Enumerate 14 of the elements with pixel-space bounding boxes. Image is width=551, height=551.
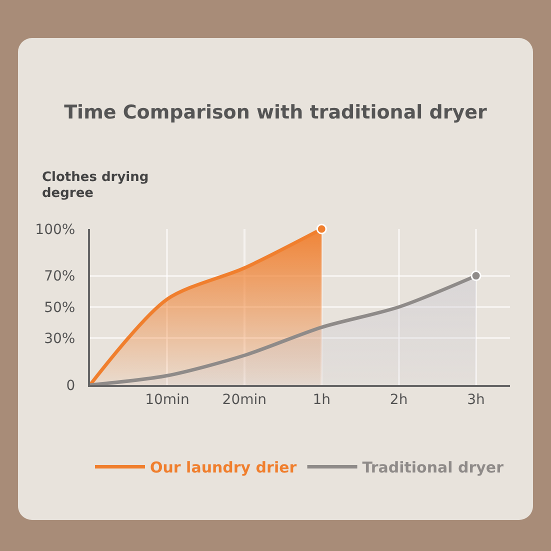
- y-tick-label: 30%: [44, 331, 76, 348]
- x-tick-label: 1h: [312, 392, 331, 408]
- x-tick-label: 2h: [390, 392, 408, 408]
- y-axis-title: Clothes drying degree: [42, 170, 150, 202]
- y-tick-label: 0: [66, 378, 76, 394]
- legend-label: Traditional dryer: [362, 458, 504, 477]
- x-tick-label: 3h: [467, 392, 485, 408]
- y-tick-label: 70%: [44, 268, 76, 285]
- x-tick-label: 20min: [222, 392, 267, 408]
- chart-title: Time Comparison with traditional dryer: [64, 102, 488, 124]
- x-tick-label: 10min: [145, 392, 190, 408]
- y-tick-label: 100%: [35, 222, 76, 238]
- legend-label: Our laundry drier: [150, 458, 298, 477]
- y-tick-label: 50%: [44, 300, 76, 316]
